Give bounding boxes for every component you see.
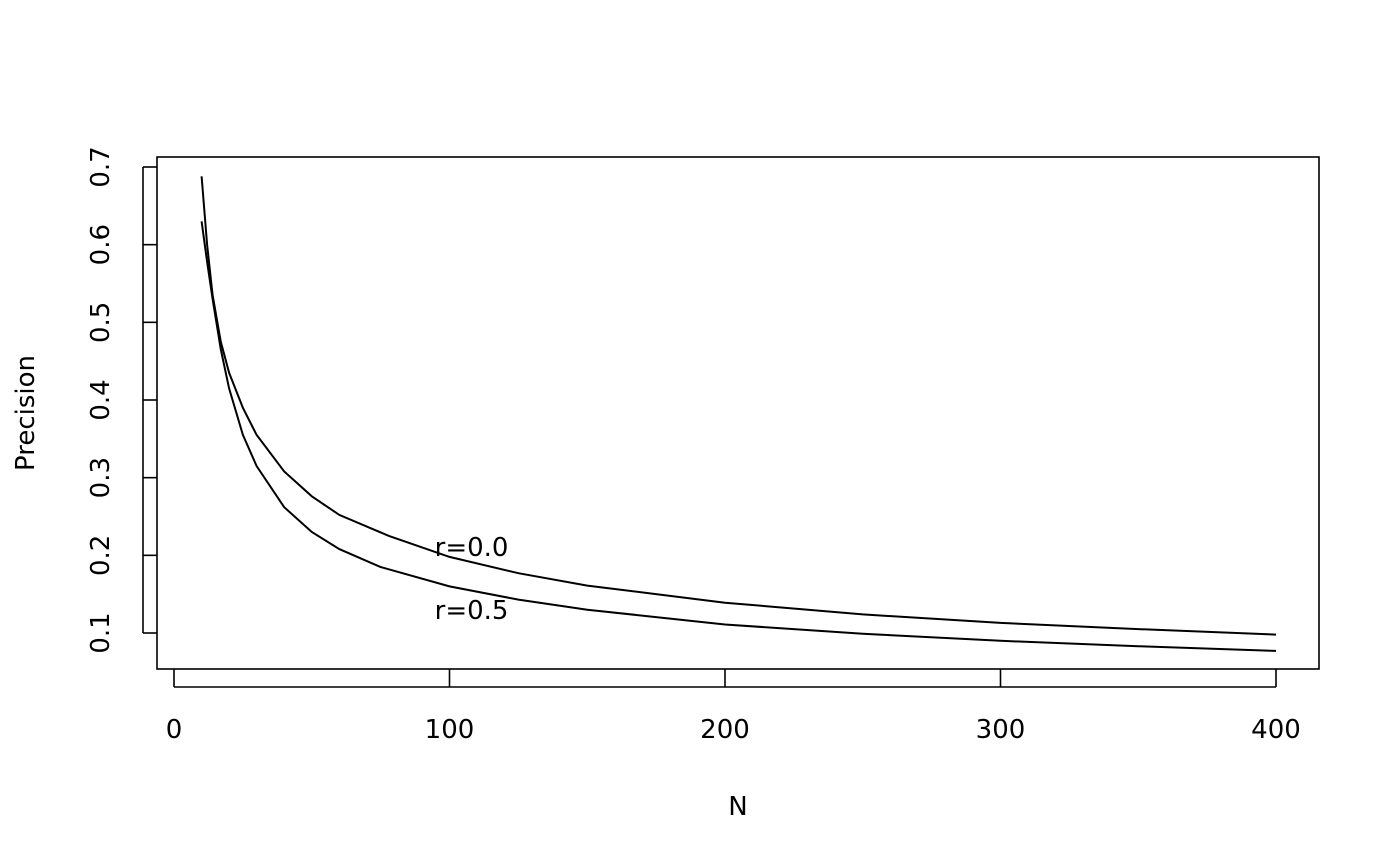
x-axis: 0 100 200 300 400 <box>166 669 1301 745</box>
y-tick-label: 0.5 <box>86 302 116 343</box>
y-axis-label: Precision <box>11 355 41 471</box>
y-tick-label: 0.3 <box>86 457 116 498</box>
y-tick-label: 0.6 <box>86 224 116 265</box>
y-tick-label: 0.7 <box>86 146 116 187</box>
x-tick-label: 0 <box>166 715 183 745</box>
series-group: r=0.0 r=0.5 <box>200 176 1277 652</box>
y-tick-label: 0.4 <box>86 379 116 420</box>
x-tick-label: 100 <box>425 715 475 745</box>
series-label: r=0.5 <box>435 596 509 626</box>
x-tick-label: 400 <box>1251 715 1301 745</box>
series-label: r=0.0 <box>435 533 509 563</box>
y-tick-label: 0.2 <box>86 535 116 576</box>
y-axis: 0.1 0.2 0.3 0.4 0.5 0.6 0.7 <box>86 146 157 654</box>
series-line-r-0-0 <box>200 176 1277 636</box>
series-line-r-0-5 <box>200 221 1277 652</box>
y-tick-label: 0.1 <box>86 612 116 653</box>
x-tick-label: 200 <box>700 715 750 745</box>
x-axis-label: N <box>728 792 747 822</box>
x-tick-label: 300 <box>976 715 1026 745</box>
plot-box <box>156 156 1320 670</box>
